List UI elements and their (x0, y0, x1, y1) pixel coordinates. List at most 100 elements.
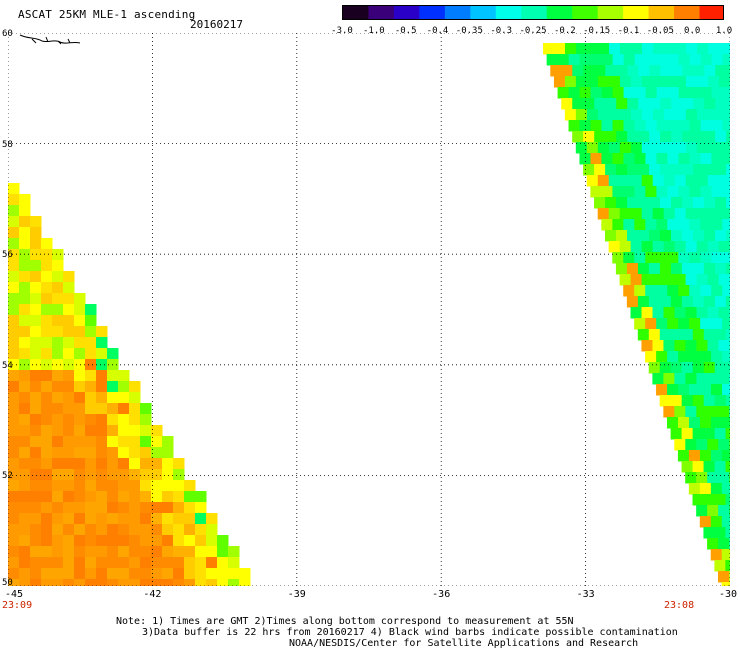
data-cell (184, 546, 196, 558)
data-cell (689, 54, 702, 66)
data-cell (195, 546, 207, 558)
data-cell (630, 142, 643, 154)
data-cell (173, 513, 185, 525)
data-cell (714, 494, 727, 506)
data-cell (722, 120, 730, 132)
data-cell (707, 406, 719, 418)
data-cell (670, 395, 683, 407)
data-cell (30, 469, 42, 481)
data-cell (641, 274, 654, 286)
data-cell (623, 120, 636, 132)
data-cell (648, 296, 661, 308)
data-cell (173, 524, 185, 536)
data-cell (41, 282, 53, 294)
data-cell (52, 315, 64, 327)
data-cell (634, 318, 646, 330)
data-cell (729, 571, 730, 583)
data-cell (718, 208, 730, 220)
data-cell (41, 425, 53, 437)
data-cell (689, 87, 702, 99)
data-cell (674, 340, 686, 352)
colorbar-swatch (470, 6, 497, 19)
data-cell (8, 293, 20, 305)
data-cell (140, 447, 152, 459)
data-cell (96, 502, 108, 514)
data-cell (151, 546, 163, 558)
data-cell (184, 524, 196, 536)
data-cell (685, 373, 697, 385)
data-cell (670, 230, 683, 242)
data-cell (725, 461, 730, 473)
colorbar-swatch (546, 6, 573, 19)
data-cell (30, 348, 42, 360)
data-cell (8, 238, 20, 250)
data-cell (697, 43, 709, 55)
data-cell (678, 120, 691, 132)
data-cell (718, 571, 730, 583)
data-cell (630, 208, 643, 220)
data-cell (722, 252, 730, 264)
data-cell (612, 120, 625, 132)
data-cell (674, 109, 687, 121)
data-cell (63, 480, 75, 492)
data-cell (626, 296, 639, 308)
data-cell (118, 469, 130, 481)
data-cell (129, 392, 141, 404)
data-cell (41, 370, 53, 382)
data-cell (74, 447, 86, 459)
data-cell (217, 557, 229, 569)
data-cell (652, 373, 664, 385)
data-cell (52, 370, 64, 382)
data-cell (677, 417, 690, 429)
data-cell (648, 329, 661, 341)
data-cell (721, 483, 730, 495)
data-cell (704, 197, 716, 209)
data-cell (30, 513, 42, 525)
data-cell (129, 546, 141, 558)
data-cell (696, 340, 708, 352)
data-cell (674, 142, 687, 154)
data-cell (140, 557, 152, 569)
data-cell (129, 557, 141, 569)
data-cell (718, 439, 730, 451)
data-cell (568, 54, 581, 66)
data-cell (151, 502, 163, 514)
data-cell (718, 175, 730, 187)
lat-label: 50 (2, 578, 13, 588)
data-cell (568, 120, 581, 132)
data-cell (700, 54, 713, 66)
data-cell (718, 505, 730, 517)
data-cell (63, 326, 75, 338)
data-cell (598, 43, 610, 55)
data-cell (96, 359, 108, 371)
data-cell (671, 197, 683, 209)
data-cell (8, 249, 20, 261)
data-cell (118, 392, 130, 404)
data-cell (30, 535, 42, 547)
data-cell (96, 513, 108, 525)
data-cell (129, 458, 141, 470)
data-cell (52, 260, 64, 272)
data-cell (704, 164, 716, 176)
lon-label: -42 (143, 589, 162, 600)
data-cell (195, 557, 207, 569)
data-cell (19, 194, 31, 206)
swath-right (543, 43, 730, 586)
data-cell (711, 120, 724, 132)
data-cell (162, 436, 174, 448)
data-cell (630, 274, 643, 286)
data-cell (711, 219, 723, 231)
data-cell (19, 557, 31, 569)
data-cell (85, 480, 97, 492)
data-cell (162, 524, 174, 536)
data-cell (699, 450, 712, 462)
data-cell (118, 480, 130, 492)
data-cell (8, 535, 20, 547)
data-cell (107, 414, 119, 426)
data-cell (601, 120, 614, 132)
data-cell (682, 65, 694, 77)
data-cell (173, 480, 185, 492)
data-cell (557, 54, 570, 66)
data-cell (597, 76, 610, 88)
colorbar-swatch (623, 6, 650, 19)
